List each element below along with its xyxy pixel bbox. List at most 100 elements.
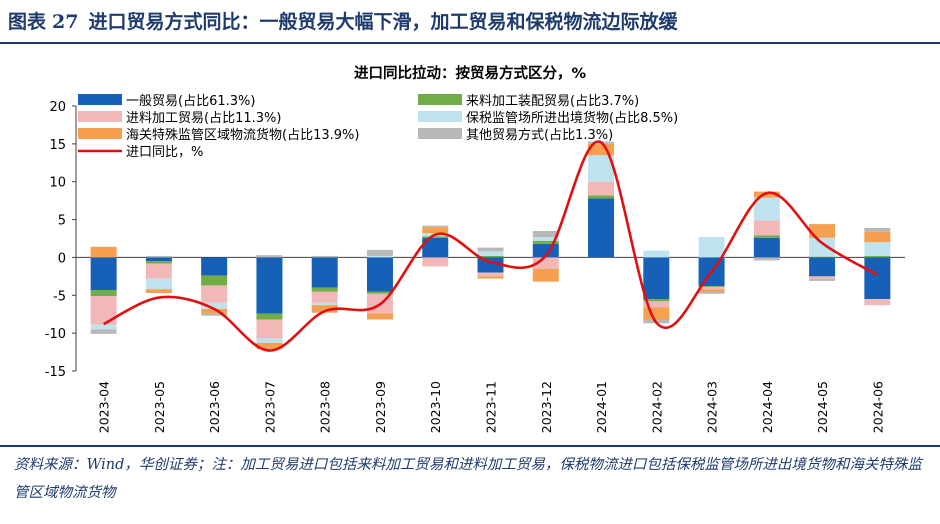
bar-segment-series-5 bbox=[422, 227, 449, 234]
x-tick-label: 2023-12 bbox=[539, 381, 554, 433]
y-tick-label: 5 bbox=[58, 214, 66, 229]
bar-segment-series-4 bbox=[256, 338, 283, 343]
bar-segment-series-5 bbox=[532, 268, 559, 282]
bar-segment-series-1 bbox=[477, 257, 504, 273]
x-tick-label: 2023-06 bbox=[207, 381, 222, 433]
bar-segment-series-4 bbox=[311, 302, 338, 306]
bar-segment-series-2 bbox=[256, 313, 283, 320]
legend-swatch-series-2 bbox=[418, 94, 462, 105]
bar-segment-series-2 bbox=[532, 240, 559, 244]
bar-segment-series-5 bbox=[698, 289, 725, 292]
bar-segment-series-3 bbox=[588, 181, 615, 196]
bar-segment-series-2 bbox=[90, 289, 117, 297]
figure-number: 27 bbox=[52, 11, 79, 33]
bar-segment-series-1 bbox=[311, 257, 338, 288]
legend: 一般贸易(占比61.3%) 来料加工装配贸易(占比3.7%) 进料加工贸易(占比11… bbox=[78, 93, 678, 160]
bar-segment-series-1 bbox=[422, 237, 449, 258]
bar-segment-series-3 bbox=[864, 299, 891, 306]
y-tick-label: 20 bbox=[49, 100, 66, 115]
x-tick-label: 2023-10 bbox=[428, 381, 443, 433]
bar-segment-series-2 bbox=[422, 236, 449, 238]
bar-segment-series-2 bbox=[477, 255, 504, 258]
legend-label-series-5: 海关特殊监管区域物流货物(占比13.9%) bbox=[126, 127, 359, 143]
bar-segment-series-6 bbox=[311, 255, 338, 258]
x-tick-label: 2024-06 bbox=[870, 381, 885, 433]
bar-segment-series-6 bbox=[422, 225, 449, 228]
bar-segment-series-4 bbox=[477, 251, 504, 256]
bar-segment-series-6 bbox=[477, 247, 504, 252]
bar-segment-series-2 bbox=[809, 256, 836, 258]
x-tick-label: 2024-04 bbox=[760, 381, 775, 433]
x-tick-label: 2023-08 bbox=[318, 381, 333, 433]
bar-segment-series-3 bbox=[145, 263, 172, 279]
bar-segment-series-6 bbox=[201, 313, 228, 316]
legend-label-series-1: 一般贸易(占比61.3%) bbox=[126, 93, 255, 109]
legend-swatch-series-4 bbox=[418, 111, 462, 122]
bar-segment-series-3 bbox=[201, 285, 228, 303]
x-tick-label: 2024-03 bbox=[705, 381, 720, 433]
bar-segment-series-2 bbox=[753, 235, 780, 238]
legend-label-series-2: 来料加工装配贸易(占比3.7%) bbox=[466, 94, 639, 109]
x-tick-label: 2024-02 bbox=[649, 381, 664, 433]
bar-segment-series-3 bbox=[422, 257, 449, 267]
bar-segment-series-2 bbox=[366, 291, 393, 294]
bar-segment-series-3 bbox=[698, 286, 725, 290]
bar-segment-series-3 bbox=[477, 272, 504, 277]
bar-segment-series-3 bbox=[643, 301, 670, 308]
figure-label: 图表 bbox=[8, 11, 47, 33]
bar-segment-series-6 bbox=[864, 227, 891, 232]
bar-segment-series-1 bbox=[588, 198, 615, 258]
bar-segment-series-6 bbox=[698, 291, 725, 294]
top-divider bbox=[0, 42, 940, 44]
bar-segment-series-2 bbox=[145, 261, 172, 264]
bar-segment-series-1 bbox=[145, 257, 172, 262]
bar-segment-series-3 bbox=[90, 296, 117, 325]
bar-segment-series-5 bbox=[864, 231, 891, 243]
bar-segment-series-2 bbox=[311, 287, 338, 292]
bar-segment-series-5 bbox=[366, 313, 393, 320]
bar-segment-series-3 bbox=[753, 220, 780, 236]
legend-label-series-6: 其他贸易方式(占比1.3%) bbox=[466, 127, 613, 143]
chart-title: 进口同比拉动：按贸易方式区分，% bbox=[354, 64, 586, 82]
bar-segment-series-1 bbox=[809, 257, 836, 277]
legend-label-line: 进口同比，% bbox=[126, 145, 203, 160]
bar-segment-series-4 bbox=[532, 236, 559, 241]
bar-segment-series-6 bbox=[809, 278, 836, 281]
bar-segment-series-1 bbox=[201, 257, 228, 276]
bar-segment-series-5 bbox=[477, 276, 504, 279]
bar-segment-series-2 bbox=[864, 255, 891, 258]
legend-swatch-series-3 bbox=[78, 111, 122, 122]
bar-segment-series-1 bbox=[643, 257, 670, 300]
bar-segment-series-1 bbox=[864, 257, 891, 300]
bar-segment-series-4 bbox=[753, 197, 780, 221]
y-tick-label: 0 bbox=[58, 251, 66, 266]
legend-swatch-series-5 bbox=[78, 128, 122, 139]
x-tick-label: 2024-05 bbox=[815, 381, 830, 433]
y-tick-label: 10 bbox=[49, 176, 66, 191]
yoy-line bbox=[103, 140, 879, 352]
bar-segment-series-1 bbox=[366, 257, 393, 292]
bar-segment-series-6 bbox=[256, 255, 283, 258]
bar-segment-series-3 bbox=[311, 291, 338, 303]
bar-segment-series-5 bbox=[90, 246, 117, 258]
x-tick-label: 2023-04 bbox=[97, 381, 112, 433]
figure-title: 图表 27 进口贸易方式同比：一般贸易大幅下滑，加工贸易和保税物流边际放缓 bbox=[8, 7, 928, 34]
y-tick-label: -5 bbox=[53, 289, 66, 304]
bar-segment-series-5 bbox=[311, 305, 338, 313]
bar-segment-series-5 bbox=[145, 289, 172, 294]
stacked-bar-line-chart: 进口同比拉动：按贸易方式区分，% -15 -10 -5 0 5 10 15 20 2023-04… bbox=[45, 64, 905, 433]
legend-label-series-3: 进料加工贸易(占比11.3%) bbox=[126, 111, 281, 126]
bar-segment-series-1 bbox=[90, 257, 117, 290]
y-tick-label: 15 bbox=[49, 138, 66, 153]
bar-segment-series-5 bbox=[588, 143, 615, 156]
bar-segment-series-1 bbox=[753, 237, 780, 258]
bar-segment-series-5 bbox=[256, 342, 283, 350]
bar-segment-series-2 bbox=[643, 299, 670, 302]
bar-segment-series-6 bbox=[90, 329, 117, 334]
legend-swatch-series-1 bbox=[78, 94, 122, 105]
x-tick-label: 2023-07 bbox=[262, 381, 277, 433]
bar-segment-series-2 bbox=[588, 195, 615, 199]
x-tick-label: 2024-01 bbox=[594, 381, 609, 433]
bar-segment-series-5 bbox=[643, 307, 670, 320]
bar-segment-series-5 bbox=[809, 224, 836, 238]
